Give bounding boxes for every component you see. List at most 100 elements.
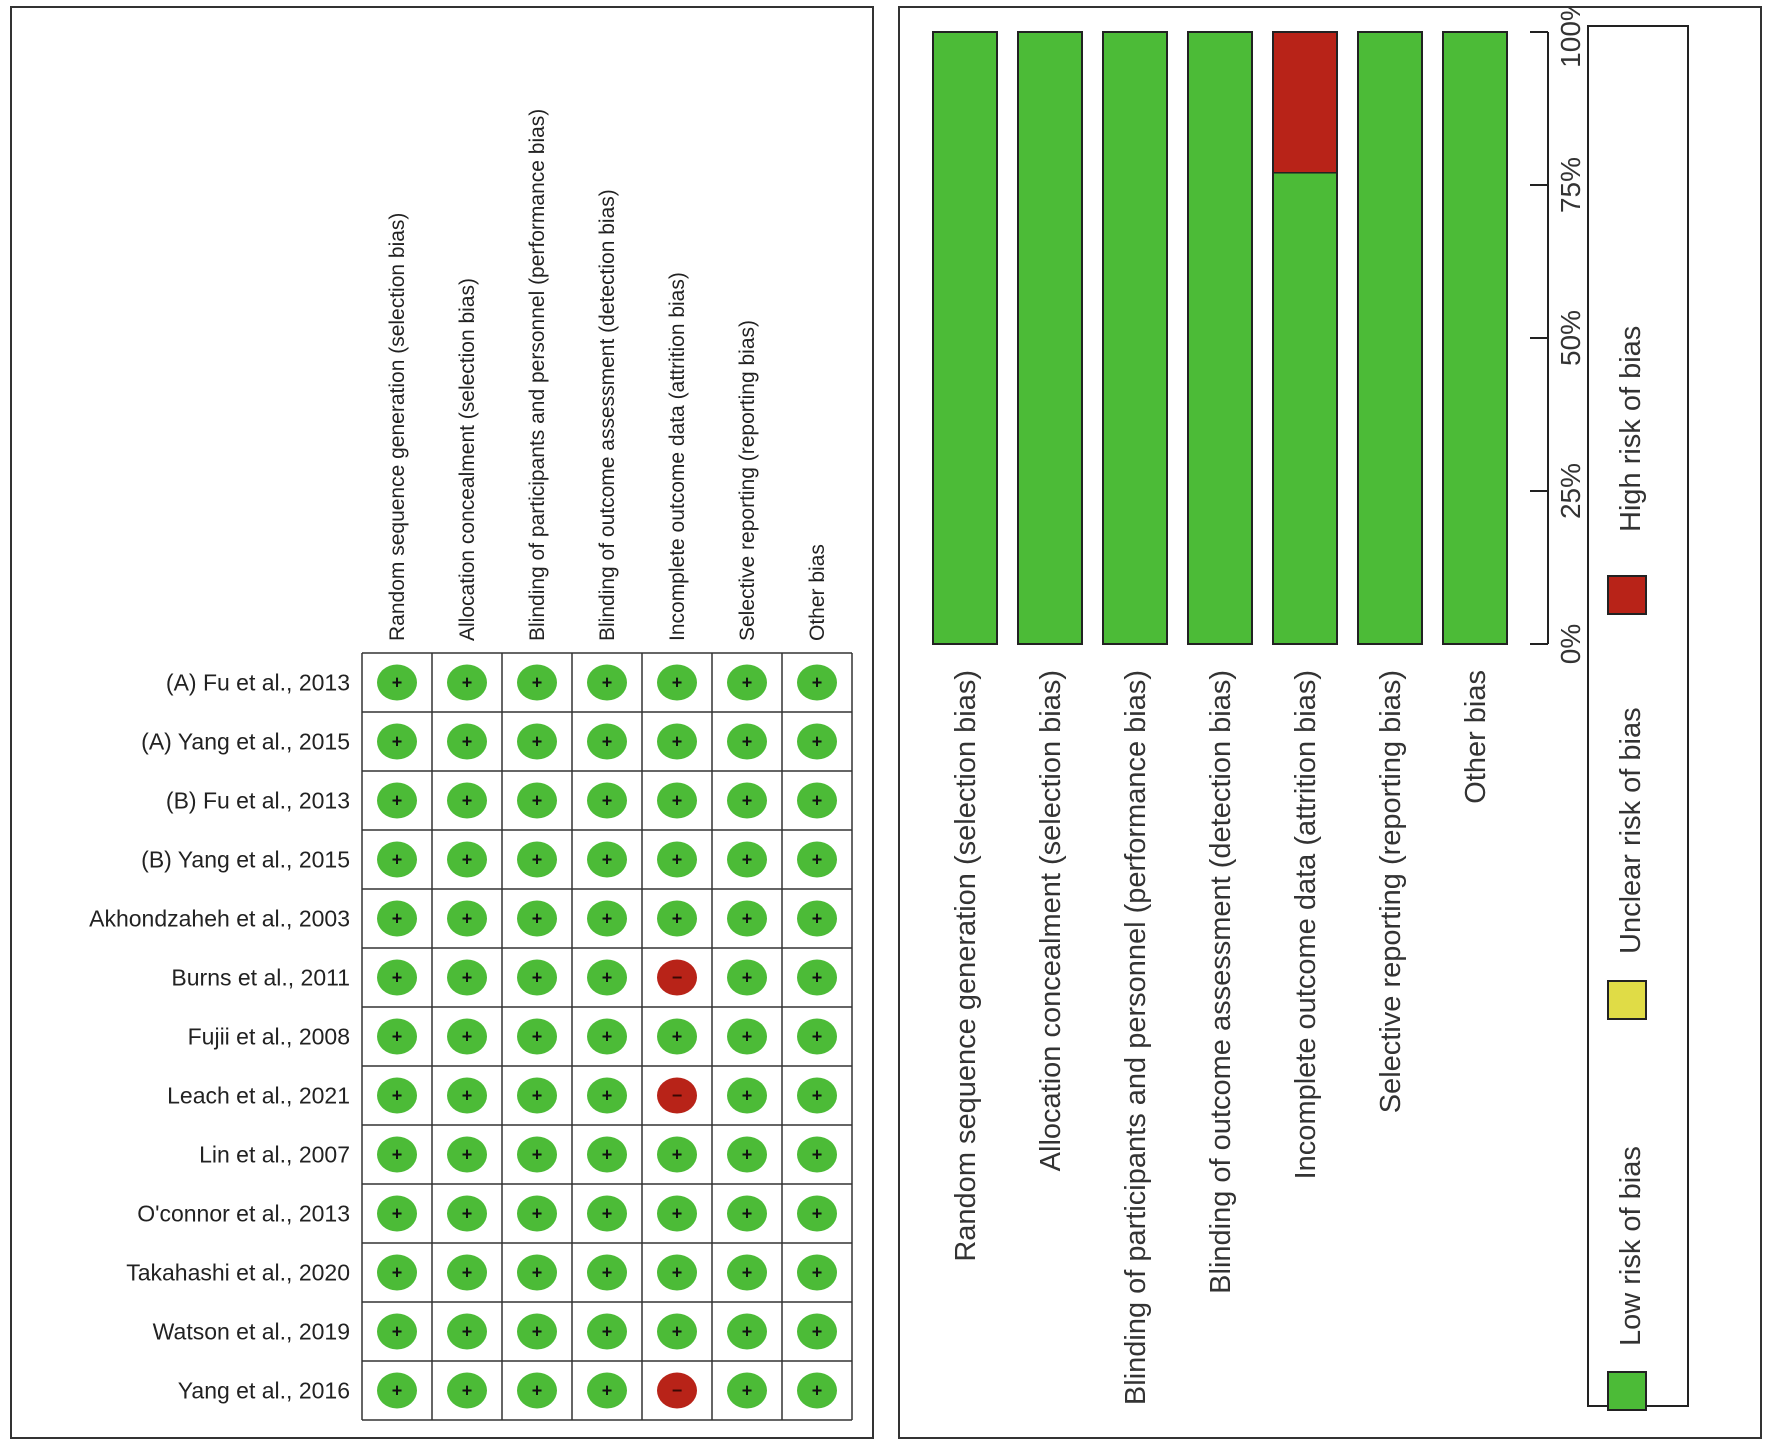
study-label: Yang et al., 2016 bbox=[178, 1378, 350, 1404]
low-risk-circle bbox=[727, 1372, 767, 1409]
low-risk-circle bbox=[447, 1136, 487, 1173]
low-risk-circle bbox=[727, 1254, 767, 1291]
low-risk-circle bbox=[447, 723, 487, 760]
low-risk-symbol: + bbox=[672, 1145, 683, 1165]
low-risk-symbol: + bbox=[812, 791, 823, 811]
low-risk-symbol: + bbox=[532, 791, 543, 811]
domain-header: Allocation concealment (selection bias) bbox=[456, 278, 479, 641]
low-risk-symbol: + bbox=[532, 1145, 543, 1165]
low-risk-circle bbox=[797, 959, 837, 996]
low-risk-symbol: + bbox=[602, 732, 613, 752]
low-risk-circle bbox=[517, 1077, 557, 1114]
low-risk-symbol: + bbox=[742, 1145, 753, 1165]
category-label: Selective reporting (reporting bias) bbox=[1375, 670, 1407, 1113]
category-label: Other bias bbox=[1460, 670, 1492, 804]
study-label: Takahashi et al., 2020 bbox=[126, 1260, 350, 1286]
low-risk-circle bbox=[797, 841, 837, 878]
high-risk-symbol: − bbox=[672, 1381, 683, 1401]
low-risk-symbol: + bbox=[742, 673, 753, 693]
study-label: Burns et al., 2011 bbox=[171, 965, 350, 991]
low-risk-circle bbox=[727, 782, 767, 819]
low-risk-circle bbox=[657, 664, 697, 701]
low-risk-circle bbox=[377, 1372, 417, 1409]
low-risk-circle bbox=[517, 959, 557, 996]
low-risk-circle bbox=[517, 1313, 557, 1350]
low-risk-circle bbox=[447, 1372, 487, 1409]
low-risk-circle bbox=[587, 1195, 627, 1232]
low-risk-symbol: + bbox=[602, 1322, 613, 1342]
low-risk-symbol: + bbox=[462, 909, 473, 929]
low-risk-circle bbox=[657, 1313, 697, 1350]
low-risk-symbol: + bbox=[532, 1086, 543, 1106]
low-risk-circle bbox=[587, 1077, 627, 1114]
low-risk-circle bbox=[447, 1313, 487, 1350]
low-risk-circle bbox=[447, 782, 487, 819]
high-risk-symbol: − bbox=[672, 968, 683, 988]
low-risk-symbol: + bbox=[532, 1381, 543, 1401]
low-risk-circle bbox=[727, 1195, 767, 1232]
low-risk-symbol: + bbox=[742, 968, 753, 988]
legend-label: High risk of bias bbox=[1615, 326, 1647, 532]
study-label: (B) Yang et al., 2015 bbox=[141, 847, 350, 873]
low-risk-symbol: + bbox=[602, 850, 613, 870]
low-risk-symbol: + bbox=[462, 1027, 473, 1047]
low-risk-symbol: + bbox=[532, 673, 543, 693]
low-risk-symbol: + bbox=[602, 1263, 613, 1283]
low-risk-symbol: + bbox=[672, 732, 683, 752]
low-risk-symbol: + bbox=[392, 1322, 403, 1342]
study-label: Fujii et al., 2008 bbox=[188, 1024, 350, 1050]
high-risk-circle bbox=[657, 1077, 697, 1114]
bar-outline bbox=[1102, 31, 1168, 645]
study-label: Watson et al., 2019 bbox=[153, 1319, 350, 1345]
low-risk-circle bbox=[587, 1254, 627, 1291]
low-risk-circle bbox=[587, 782, 627, 819]
domain-header: Selective reporting (reporting bias) bbox=[736, 320, 759, 641]
category-label: Allocation concealment (selection bias) bbox=[1035, 670, 1067, 1171]
bar-segment-low-risk-of-bias bbox=[1017, 31, 1083, 645]
low-risk-circle bbox=[657, 1136, 697, 1173]
low-risk-symbol: + bbox=[532, 1322, 543, 1342]
low-risk-symbol: + bbox=[742, 732, 753, 752]
low-risk-circle bbox=[447, 1077, 487, 1114]
low-risk-symbol: + bbox=[672, 1027, 683, 1047]
low-risk-symbol: + bbox=[812, 1145, 823, 1165]
study-label: (B) Fu et al., 2013 bbox=[166, 788, 350, 814]
bar-segment-low-risk-of-bias bbox=[1357, 31, 1423, 645]
risk-of-bias-summary: Random sequence generation (selection bi… bbox=[89, 109, 853, 1421]
legend-label: Low risk of bias bbox=[1615, 1146, 1647, 1346]
low-risk-circle bbox=[727, 1077, 767, 1114]
domain-header: Random sequence generation (selection bi… bbox=[386, 213, 409, 641]
domain-header: Incomplete outcome data (attrition bias) bbox=[666, 272, 689, 641]
high-risk-circle bbox=[657, 959, 697, 996]
low-risk-symbol: + bbox=[392, 1381, 403, 1401]
low-risk-circle bbox=[587, 1136, 627, 1173]
low-risk-symbol: + bbox=[742, 1027, 753, 1047]
low-risk-symbol: + bbox=[462, 1145, 473, 1165]
low-risk-symbol: + bbox=[812, 1322, 823, 1342]
low-risk-circle bbox=[657, 1254, 697, 1291]
low-risk-circle bbox=[587, 1372, 627, 1409]
low-risk-circle bbox=[797, 1372, 837, 1409]
low-risk-circle bbox=[797, 1077, 837, 1114]
risk-of-bias-graph-panel: Random sequence generation (selection bi… bbox=[898, 0, 1762, 1439]
low-risk-symbol: + bbox=[812, 968, 823, 988]
low-risk-circle bbox=[377, 1136, 417, 1173]
low-risk-symbol: + bbox=[532, 1204, 543, 1224]
low-risk-symbol: + bbox=[392, 732, 403, 752]
low-risk-circle bbox=[797, 723, 837, 760]
low-risk-circle bbox=[447, 1195, 487, 1232]
low-risk-circle bbox=[587, 959, 627, 996]
low-risk-circle bbox=[447, 900, 487, 937]
bar-outline bbox=[1272, 31, 1338, 645]
low-risk-symbol: + bbox=[602, 1027, 613, 1047]
domain-header: Blinding of participants and personnel (… bbox=[526, 109, 549, 641]
low-risk-symbol: + bbox=[462, 968, 473, 988]
low-risk-symbol: + bbox=[532, 850, 543, 870]
bar-outline bbox=[1017, 31, 1083, 645]
low-risk-circle bbox=[587, 900, 627, 937]
low-risk-symbol: + bbox=[462, 1263, 473, 1283]
low-risk-circle bbox=[797, 1254, 837, 1291]
risk-of-bias-graph: Random sequence generation (selection bi… bbox=[932, 0, 1689, 1411]
legend-swatch-high-risk-of-bias bbox=[1607, 575, 1647, 615]
low-risk-symbol: + bbox=[602, 1145, 613, 1165]
